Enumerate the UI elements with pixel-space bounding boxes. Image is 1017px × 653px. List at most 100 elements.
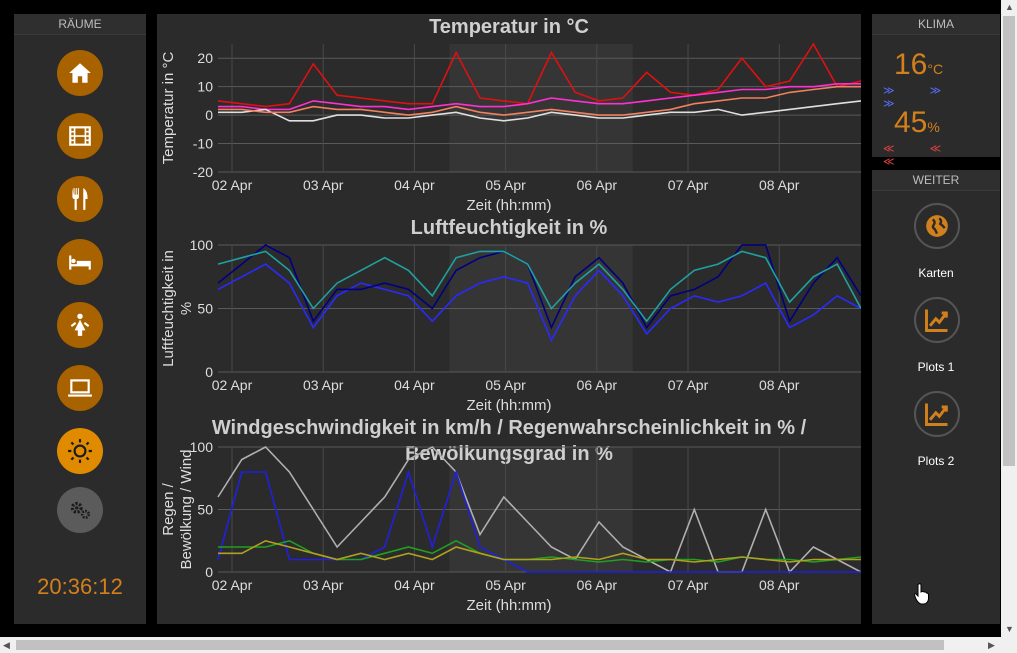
room-button-child[interactable] — [57, 302, 103, 348]
y-axis-label: Temperatur in °C — [160, 51, 177, 164]
weiter-panel: WEITER Karten Plots 1 Plots 2 — [872, 170, 1000, 624]
y-tick-label: 0 — [205, 107, 213, 123]
y-tick-label: 0 — [205, 564, 213, 580]
series-line-3 — [218, 539, 861, 563]
x-tick-label: 03 Apr — [303, 377, 344, 393]
series-line-0 — [217, 446, 862, 574]
x-tick-label: 08 Apr — [759, 377, 800, 393]
series-line-0 — [217, 42, 862, 108]
globe-icon — [926, 215, 948, 237]
x-tick-label: 02 Apr — [212, 177, 253, 193]
y-axis-label: Bewölkung / Wind — [178, 449, 195, 569]
chart-icon — [925, 309, 948, 332]
room-button-home[interactable] — [57, 50, 103, 96]
plots2-label[interactable]: Plots 2 — [917, 454, 955, 468]
x-tick-label: 05 Apr — [485, 177, 526, 193]
y-tick-label: -20 — [193, 164, 213, 180]
x-tick-label: 07 Apr — [668, 177, 709, 193]
y-tick-label: 50 — [197, 301, 213, 317]
humidity-value: 45 — [894, 106, 928, 139]
room-button-dining[interactable] — [57, 176, 103, 222]
x-axis-label: Zeit (hh:mm) — [466, 197, 551, 214]
sun-icon — [68, 439, 92, 463]
horizontal-scrollbar-thumb[interactable] — [16, 640, 944, 650]
film-icon — [69, 126, 91, 146]
y-tick-label: 50 — [197, 502, 213, 518]
x-tick-label: 02 Apr — [212, 377, 253, 393]
weiter-header: WEITER — [872, 170, 1000, 191]
series-line-3 — [218, 85, 861, 116]
chart-icon — [925, 403, 948, 426]
x-tick-label: 08 Apr — [759, 577, 800, 593]
y-tick-label: 0 — [205, 364, 213, 380]
klima-panel: KLIMA 16°C ≫ ≫ ≫ 45% ≪ ≪ ≪ — [872, 14, 1000, 168]
x-tick-label: 06 Apr — [577, 377, 618, 393]
x-tick-label: 03 Apr — [303, 577, 344, 593]
chart-title: Bewölkungsgrad in % — [405, 443, 613, 465]
x-tick-label: 04 Apr — [394, 577, 435, 593]
y-axis-label: Luftfeuchtigkeit in — [160, 250, 177, 367]
room-button-sun[interactable] — [57, 428, 103, 474]
humidity-trend-arrows: ≪ ≪ ≪ — [883, 143, 958, 168]
x-tick-label: 04 Apr — [394, 177, 435, 193]
plots1-button[interactable] — [914, 297, 960, 343]
room-button-bed[interactable] — [57, 239, 103, 285]
y-tick-label: 10 — [197, 79, 213, 95]
vertical-scrollbar-thumb[interactable] — [1003, 16, 1015, 466]
y-tick-label: 100 — [190, 439, 214, 455]
y-tick-label: 20 — [197, 50, 213, 66]
series-line-0 — [217, 263, 862, 343]
x-tick-label: 03 Apr — [303, 177, 344, 193]
plots1-label[interactable]: Plots 1 — [917, 360, 955, 374]
y-axis-label: Regen / — [160, 482, 177, 535]
charts-panel: Temperatur in °C 20 10 0 -10 -20 02 Apr 03 Apr 0… — [157, 14, 862, 624]
room-button-laptop[interactable] — [57, 365, 103, 411]
series-line-2 — [218, 100, 862, 122]
x-tick-label: 08 Apr — [759, 177, 800, 193]
rooms-header: RÄUME — [14, 14, 146, 35]
series-line-1 — [217, 469, 861, 573]
room-button-film[interactable] — [57, 113, 103, 159]
klima-header: KLIMA — [872, 14, 1000, 35]
x-tick-label: 02 Apr — [212, 577, 253, 593]
temperature-readout: 16°C — [894, 48, 943, 82]
x-tick-label: 05 Apr — [485, 577, 526, 593]
chart-highlight-band — [449, 44, 633, 172]
temperature-value: 16 — [894, 48, 928, 81]
plots2-button[interactable] — [914, 391, 960, 437]
gears-icon — [70, 501, 91, 519]
y-axis-label: % — [178, 302, 195, 315]
scroll-left-arrow-icon[interactable]: ◀ — [3, 640, 10, 650]
dining-icon — [72, 188, 88, 210]
maps-label[interactable]: Karten — [918, 266, 954, 280]
laptop-icon — [68, 379, 92, 397]
home-icon — [69, 63, 91, 83]
bed-icon — [69, 255, 91, 270]
chart-title: Temperatur in °C — [429, 16, 589, 38]
chart-title: Windgeschwindigkeit in km/h / Regenwahrs… — [212, 417, 807, 439]
x-tick-label: 06 Apr — [577, 577, 618, 593]
chart-title: Luftfeuchtigkeit in % — [411, 217, 608, 239]
temperature-unit: °C — [927, 61, 944, 77]
room-button-settings[interactable] — [57, 487, 103, 533]
y-tick-label: 100 — [190, 237, 214, 253]
humidity-unit: % — [927, 119, 940, 135]
x-tick-label: 05 Apr — [485, 377, 526, 393]
x-axis-label: Zeit (hh:mm) — [466, 397, 551, 414]
x-tick-label: 06 Apr — [577, 177, 618, 193]
temperature-trend-arrows: ≫ ≫ ≫ — [883, 85, 958, 110]
series-line-1 — [218, 83, 861, 111]
x-tick-label: 07 Apr — [668, 377, 709, 393]
x-tick-label: 07 Apr — [668, 577, 709, 593]
scroll-up-arrow-icon[interactable]: ▲ — [1005, 2, 1014, 12]
x-tick-label: 04 Apr — [394, 377, 435, 393]
maps-button[interactable] — [914, 203, 960, 249]
hand-cursor-icon — [914, 583, 929, 605]
scroll-down-arrow-icon[interactable]: ▼ — [1005, 624, 1014, 634]
clock: 20:36:12 — [37, 574, 123, 599]
y-tick-label: -10 — [193, 136, 213, 152]
scroll-right-arrow-icon[interactable]: ▶ — [988, 640, 995, 650]
humidity-readout: 45% — [894, 106, 940, 140]
series-line-2 — [217, 250, 862, 323]
